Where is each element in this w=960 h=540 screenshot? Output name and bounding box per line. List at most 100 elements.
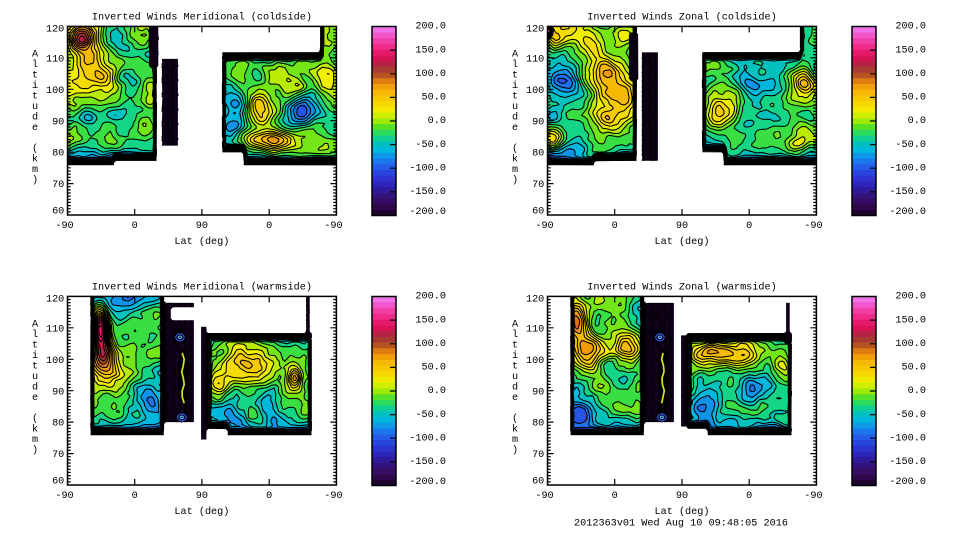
svg-text:-200.0: -200.0	[409, 207, 446, 218]
svg-text:Lat (deg): Lat (deg)	[654, 506, 709, 518]
svg-text:i: i	[32, 350, 38, 362]
svg-text:0.0: 0.0	[428, 116, 446, 127]
svg-text:-100.0: -100.0	[409, 163, 446, 174]
svg-text:90: 90	[676, 491, 688, 502]
svg-text:100: 100	[46, 86, 64, 97]
svg-text:120: 120	[526, 295, 544, 306]
svg-text:k: k	[32, 154, 38, 166]
svg-text:100.0: 100.0	[895, 69, 926, 80]
svg-text:-90: -90	[55, 221, 73, 232]
svg-text:90: 90	[52, 117, 64, 128]
svg-text:150.0: 150.0	[895, 315, 926, 326]
svg-text:-50.0: -50.0	[895, 410, 926, 421]
svg-text:(: (	[32, 413, 38, 425]
svg-text:e: e	[512, 393, 518, 404]
svg-text:-150.0: -150.0	[889, 187, 926, 198]
svg-text:l: l	[512, 59, 518, 71]
svg-text:100.0: 100.0	[415, 69, 446, 80]
svg-text:i: i	[512, 80, 518, 92]
svg-text:d: d	[32, 382, 38, 394]
svg-text:l: l	[32, 59, 38, 71]
svg-text:(: (	[512, 143, 518, 155]
svg-text:A: A	[32, 50, 39, 61]
svg-text:120: 120	[46, 25, 64, 36]
svg-text:0.0: 0.0	[908, 116, 926, 127]
svg-text:120: 120	[526, 25, 544, 36]
svg-text:50.0: 50.0	[422, 93, 446, 104]
svg-text:t: t	[32, 341, 38, 352]
svg-text:-90: -90	[55, 491, 73, 502]
svg-text:Inverted Winds Zonal (warmside: Inverted Winds Zonal (warmside)	[587, 281, 777, 293]
svg-text:Inverted Winds Meridional (col: Inverted Winds Meridional (coldside)	[92, 11, 312, 23]
svg-text:d: d	[32, 112, 38, 124]
svg-text:l: l	[512, 329, 518, 341]
svg-text:0: 0	[746, 491, 752, 502]
svg-text:-100.0: -100.0	[409, 433, 446, 444]
svg-text:-150.0: -150.0	[409, 187, 446, 198]
svg-text:d: d	[512, 382, 518, 394]
svg-text:A: A	[32, 320, 39, 331]
svg-text:90: 90	[676, 221, 688, 232]
svg-text:90: 90	[532, 117, 544, 128]
svg-text:70: 70	[532, 450, 544, 461]
svg-text:Lat (deg): Lat (deg)	[654, 236, 709, 248]
svg-text:-200.0: -200.0	[889, 477, 926, 488]
svg-text:60: 60	[52, 477, 64, 488]
svg-text:t: t	[32, 92, 38, 103]
svg-text:100: 100	[526, 356, 544, 367]
svg-text:2012363v01 Wed Aug 10 09:48:05: 2012363v01 Wed Aug 10 09:48:05 2016	[574, 518, 788, 530]
svg-text:100: 100	[526, 86, 544, 97]
svg-text:70: 70	[52, 450, 64, 461]
svg-text:-90: -90	[535, 221, 553, 232]
svg-text:Lat (deg): Lat (deg)	[174, 236, 229, 248]
svg-text:0: 0	[266, 221, 272, 232]
svg-text:e: e	[32, 123, 38, 134]
svg-text:-90: -90	[804, 491, 822, 502]
svg-text:i: i	[512, 350, 518, 362]
svg-text:e: e	[32, 393, 38, 404]
svg-text:-200.0: -200.0	[889, 207, 926, 218]
svg-text:90: 90	[196, 221, 208, 232]
svg-text:90: 90	[52, 387, 64, 398]
svg-text:200.0: 200.0	[895, 292, 926, 303]
svg-text:k: k	[512, 424, 518, 436]
svg-text:-50.0: -50.0	[415, 140, 446, 151]
svg-text:-150.0: -150.0	[889, 457, 926, 468]
svg-text:110: 110	[46, 54, 64, 65]
svg-text:200.0: 200.0	[895, 22, 926, 33]
svg-text:-50.0: -50.0	[415, 410, 446, 421]
svg-text:t: t	[32, 71, 38, 82]
svg-text:u: u	[512, 102, 518, 113]
svg-text:150.0: 150.0	[415, 315, 446, 326]
svg-text:): )	[512, 445, 518, 457]
svg-text:0: 0	[266, 491, 272, 502]
svg-text:-100.0: -100.0	[889, 163, 926, 174]
svg-text:m: m	[32, 435, 38, 446]
svg-text:80: 80	[532, 149, 544, 160]
svg-text:d: d	[512, 112, 518, 124]
svg-text:200.0: 200.0	[415, 292, 446, 303]
svg-text:t: t	[512, 71, 518, 82]
svg-text:t: t	[512, 341, 518, 352]
svg-text:e: e	[512, 123, 518, 134]
svg-text:100: 100	[46, 356, 64, 367]
svg-text:-150.0: -150.0	[409, 457, 446, 468]
svg-text:m: m	[512, 435, 518, 446]
svg-text:A: A	[512, 50, 519, 61]
svg-text:150.0: 150.0	[895, 45, 926, 56]
svg-text:80: 80	[52, 149, 64, 160]
svg-text:200.0: 200.0	[415, 22, 446, 33]
svg-text:m: m	[32, 165, 38, 176]
svg-text:120: 120	[46, 295, 64, 306]
svg-text:0: 0	[612, 221, 618, 232]
svg-text:80: 80	[532, 419, 544, 430]
svg-text:k: k	[512, 154, 518, 166]
svg-text:): )	[32, 445, 38, 457]
svg-text:150.0: 150.0	[415, 45, 446, 56]
svg-text:Inverted Winds Meridional (war: Inverted Winds Meridional (warmside)	[92, 281, 312, 293]
svg-text:100.0: 100.0	[415, 339, 446, 350]
svg-text:): )	[32, 175, 38, 187]
svg-text:-200.0: -200.0	[409, 477, 446, 488]
svg-text:50.0: 50.0	[902, 93, 926, 104]
svg-text:-90: -90	[535, 491, 553, 502]
